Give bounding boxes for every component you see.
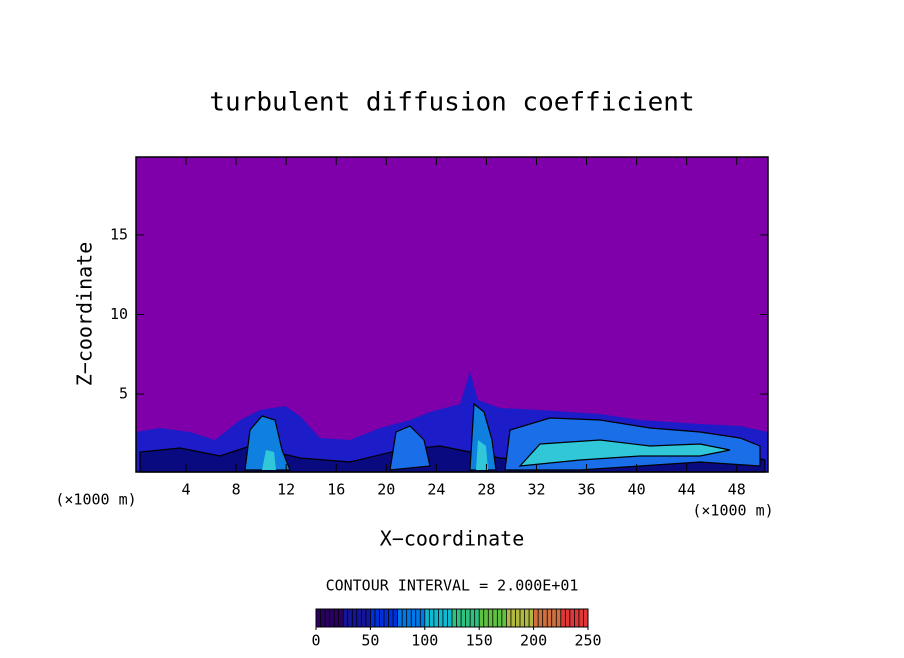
- plot-area: [136, 157, 768, 473]
- x-axis-label: X−coordinate: [380, 527, 525, 551]
- field-patch: [476, 440, 488, 470]
- x-tick-label: 16: [327, 481, 345, 499]
- colorbar-tick-label: 0: [311, 632, 320, 650]
- contour-interval: CONTOUR INTERVAL = 2.000E+01: [326, 577, 579, 595]
- x-unit-label: (×1000 m): [692, 502, 773, 520]
- x-tick-label: 20: [377, 481, 395, 499]
- field-patch: [389, 425, 431, 471]
- y-axis-label: Z−coordinate: [73, 242, 97, 387]
- colorbar-tick-label: 150: [466, 632, 493, 650]
- colorbar-tick-label: 200: [520, 632, 547, 650]
- colorbar-tick-label: 50: [361, 632, 379, 650]
- field-patch: [262, 450, 276, 470]
- field-patch: [244, 415, 291, 471]
- x-tick-label: 28: [477, 481, 495, 499]
- x-tick-label: 4: [182, 481, 191, 499]
- x-tick-label: 36: [578, 481, 596, 499]
- x-tick-label: 40: [628, 481, 646, 499]
- x-tick-label: 12: [277, 481, 295, 499]
- colorbar-tick-label: 250: [574, 632, 601, 650]
- x-tick-label: 24: [427, 481, 445, 499]
- y-tick-label: 15: [110, 225, 128, 243]
- chart-title: turbulent diffusion coefficient: [209, 88, 694, 118]
- y-unit-label: (×1000 m): [55, 491, 136, 509]
- colorbar-tick-label: 100: [411, 632, 438, 650]
- colorbar-frame: [315, 608, 589, 628]
- x-tick-label: 44: [678, 481, 696, 499]
- x-tick-label: 48: [728, 481, 746, 499]
- x-tick-label: 8: [232, 481, 241, 499]
- field-patch: [518, 439, 731, 467]
- x-tick-label: 32: [527, 481, 545, 499]
- field-patch: [469, 402, 497, 471]
- y-tick-label: 5: [119, 385, 128, 403]
- y-tick-label: 10: [110, 305, 128, 323]
